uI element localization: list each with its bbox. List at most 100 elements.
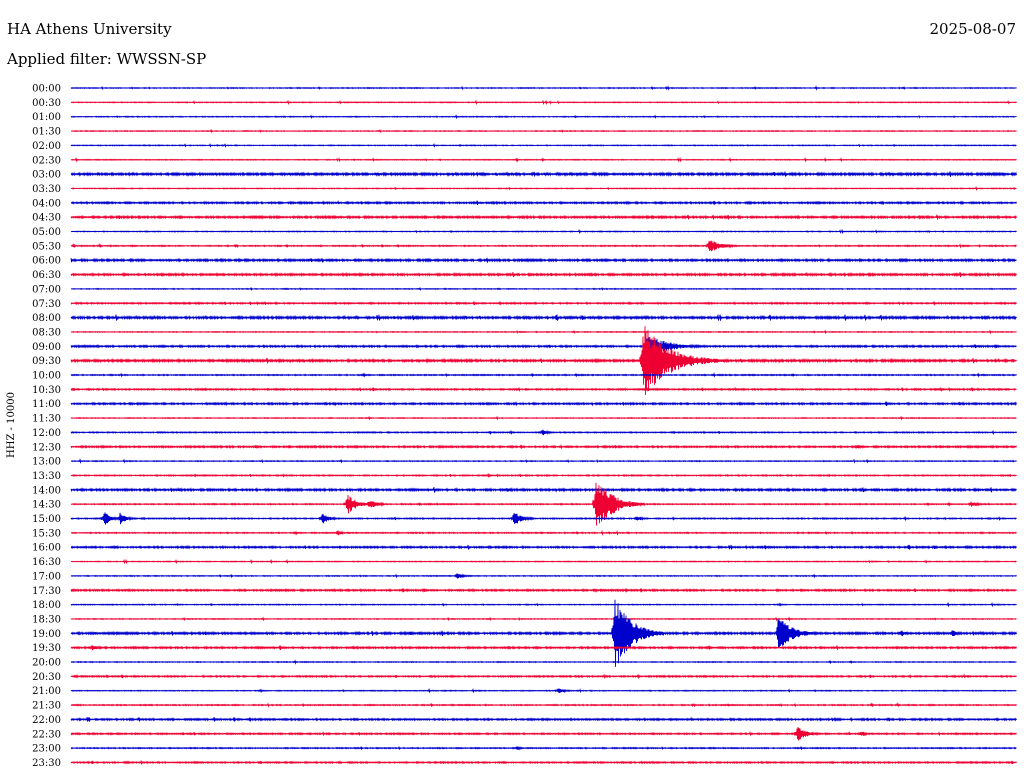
row-time-label: 20:00 bbox=[32, 658, 61, 669]
trace-row bbox=[70, 482, 1017, 526]
trace-row bbox=[70, 171, 1017, 177]
recording-date: 2025-08-07 bbox=[929, 20, 1016, 38]
trace-row bbox=[70, 85, 1017, 91]
row-time-label: 14:30 bbox=[32, 500, 61, 511]
row-time-label: 11:00 bbox=[32, 399, 61, 410]
row-time-label: 13:30 bbox=[32, 471, 61, 482]
row-time-label: 22:00 bbox=[32, 715, 61, 726]
trace-row bbox=[70, 702, 1017, 708]
row-time-label: 15:00 bbox=[32, 514, 61, 525]
trace-row bbox=[70, 300, 1017, 306]
trace-row bbox=[70, 573, 1017, 579]
trace-row bbox=[70, 185, 1017, 192]
trace-row bbox=[70, 558, 1017, 565]
trace-row bbox=[70, 599, 1017, 667]
trace-row bbox=[70, 372, 1017, 378]
trace-row bbox=[70, 326, 1017, 396]
trace-row bbox=[70, 429, 1017, 436]
trace-row bbox=[70, 529, 1017, 536]
trace-row bbox=[70, 128, 1017, 134]
trace-row bbox=[70, 487, 1017, 493]
trace-row bbox=[70, 616, 1017, 622]
trace-row bbox=[70, 745, 1017, 751]
row-time-label: 16:30 bbox=[32, 557, 61, 568]
row-time-label: 05:00 bbox=[32, 227, 61, 238]
row-time-label: 18:00 bbox=[32, 600, 61, 611]
trace-row bbox=[70, 673, 1017, 680]
trace-row bbox=[70, 199, 1017, 206]
row-time-label: 19:00 bbox=[32, 629, 61, 640]
row-time-label: 07:30 bbox=[32, 299, 61, 310]
trace-row bbox=[70, 99, 1017, 106]
row-time-label: 08:00 bbox=[32, 313, 61, 324]
trace-row bbox=[70, 601, 1017, 608]
trace-rows bbox=[70, 85, 1017, 766]
row-time-label: 21:30 bbox=[32, 701, 61, 712]
row-time-label: 01:00 bbox=[32, 112, 61, 123]
row-time-label: 02:00 bbox=[32, 141, 61, 152]
trace-row bbox=[70, 114, 1017, 120]
row-time-label: 17:30 bbox=[32, 586, 61, 597]
row-time-label: 13:00 bbox=[32, 457, 61, 468]
applied-filter-label: Applied filter: WWSSN-SP bbox=[7, 50, 207, 68]
row-time-label: 22:30 bbox=[32, 729, 61, 740]
row-time-label: 00:00 bbox=[32, 84, 61, 95]
row-time-label: 10:00 bbox=[32, 371, 61, 382]
trace-row bbox=[70, 257, 1017, 263]
row-time-label: 20:30 bbox=[32, 672, 61, 683]
row-time-label: 23:30 bbox=[32, 758, 61, 769]
row-time-label: 12:00 bbox=[32, 428, 61, 439]
trace-row bbox=[70, 458, 1017, 465]
row-time-label: 07:00 bbox=[32, 284, 61, 295]
trace-row bbox=[70, 512, 1017, 525]
row-time-label: 06:30 bbox=[32, 270, 61, 281]
trace-row bbox=[70, 415, 1017, 421]
trace-row bbox=[70, 156, 1017, 163]
trace-row bbox=[70, 544, 1017, 550]
trace-row bbox=[70, 240, 1017, 252]
row-time-label: 16:00 bbox=[32, 543, 61, 554]
trace-row bbox=[70, 329, 1017, 335]
trace-row bbox=[70, 443, 1017, 450]
trace-row bbox=[70, 337, 1017, 356]
row-time-label: 17:00 bbox=[32, 571, 61, 582]
row-time-label: 14:00 bbox=[32, 485, 61, 496]
trace-row bbox=[70, 659, 1017, 665]
row-time-label: 03:00 bbox=[32, 170, 61, 181]
trace-row bbox=[70, 716, 1017, 723]
row-time-label: 23:00 bbox=[32, 744, 61, 755]
row-time-label: 21:00 bbox=[32, 686, 61, 697]
trace-row bbox=[70, 759, 1017, 766]
trace-row bbox=[70, 400, 1017, 407]
trace-row bbox=[70, 386, 1017, 393]
row-time-label: 06:00 bbox=[32, 256, 61, 267]
trace-row bbox=[70, 687, 1017, 694]
trace-row bbox=[70, 587, 1017, 593]
row-time-label: 09:00 bbox=[32, 342, 61, 353]
time-labels: 00:00 00:30 01:00 01:30 02:00 02:30 03:00 03:30… bbox=[32, 84, 61, 769]
trace-row bbox=[70, 142, 1017, 148]
row-time-label: 01:30 bbox=[32, 127, 61, 138]
row-time-label: 05:30 bbox=[32, 241, 61, 252]
station-title: HA Athens University bbox=[7, 20, 172, 38]
row-time-label: 19:30 bbox=[32, 643, 61, 654]
row-time-label: 12:30 bbox=[32, 442, 61, 453]
row-time-label: 02:30 bbox=[32, 155, 61, 166]
trace-row bbox=[70, 645, 1017, 651]
row-time-label: 11:30 bbox=[32, 414, 61, 425]
trace-row bbox=[70, 228, 1017, 235]
channel-axis-label: HHZ - 10000 bbox=[6, 392, 17, 458]
trace-row bbox=[70, 726, 1017, 741]
row-time-label: 04:30 bbox=[32, 213, 61, 224]
trace-row bbox=[70, 271, 1017, 278]
row-time-label: 03:30 bbox=[32, 184, 61, 195]
row-time-label: 00:30 bbox=[32, 98, 61, 109]
trace-row bbox=[70, 214, 1017, 220]
trace-row bbox=[70, 286, 1017, 292]
row-time-label: 04:00 bbox=[32, 198, 61, 209]
trace-row bbox=[70, 472, 1017, 479]
trace-row bbox=[70, 314, 1017, 321]
row-time-label: 18:30 bbox=[32, 614, 61, 625]
row-time-label: 09:30 bbox=[32, 356, 61, 367]
